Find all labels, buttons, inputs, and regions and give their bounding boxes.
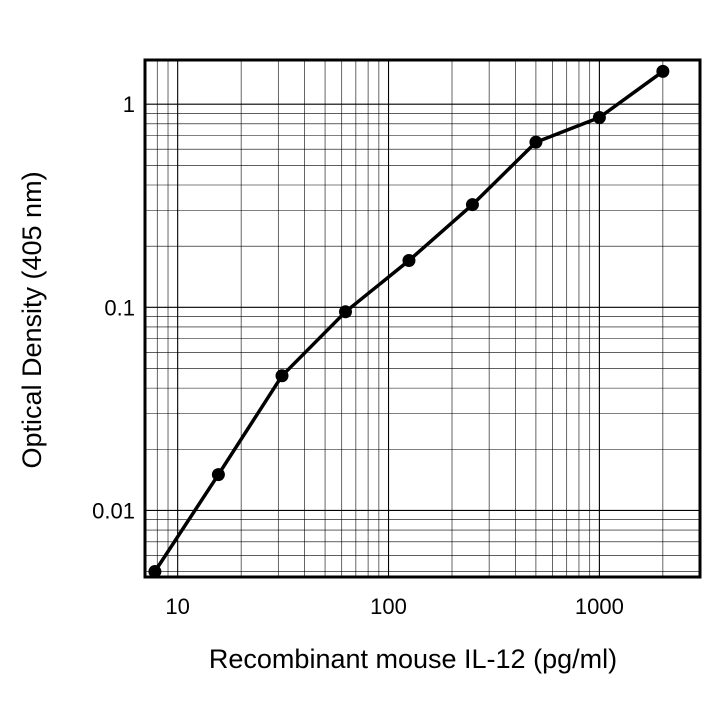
y-tick-label: 1 — [123, 92, 135, 117]
y-axis-label: Optical Density (405 nm) — [17, 171, 47, 468]
data-point — [529, 135, 543, 149]
x-tick-label: 1000 — [575, 594, 624, 619]
tick-labels: 10 100 1000 0.01 0.1 1 — [92, 92, 624, 619]
data-point — [275, 369, 289, 383]
data-point — [656, 64, 670, 78]
data-point — [465, 198, 479, 212]
y-tick-label: 0.1 — [104, 295, 135, 320]
series — [148, 64, 670, 579]
x-tick-label: 100 — [370, 594, 407, 619]
data-point — [211, 468, 225, 482]
data-point — [592, 110, 606, 124]
data-point — [148, 565, 162, 579]
x-tick-label: 10 — [165, 594, 189, 619]
grid — [144, 60, 701, 577]
data-point — [402, 253, 416, 267]
data-point — [338, 305, 352, 319]
plot-frame — [143, 58, 702, 579]
y-tick-label: 0.01 — [92, 498, 135, 523]
series-line — [153, 69, 664, 573]
x-axis-label: Recombinant mouse IL-12 (pg/ml) — [209, 644, 617, 674]
